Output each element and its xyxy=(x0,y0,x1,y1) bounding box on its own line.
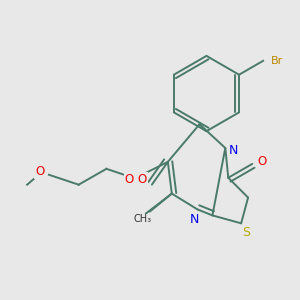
Text: O: O xyxy=(258,155,267,168)
Text: N: N xyxy=(190,213,199,226)
Text: N: N xyxy=(229,143,238,157)
Text: O: O xyxy=(137,173,147,186)
Text: CH₃: CH₃ xyxy=(133,214,151,224)
Text: Br: Br xyxy=(271,56,283,66)
Text: O: O xyxy=(124,173,134,186)
Text: O: O xyxy=(35,165,45,178)
Text: S: S xyxy=(242,226,250,239)
